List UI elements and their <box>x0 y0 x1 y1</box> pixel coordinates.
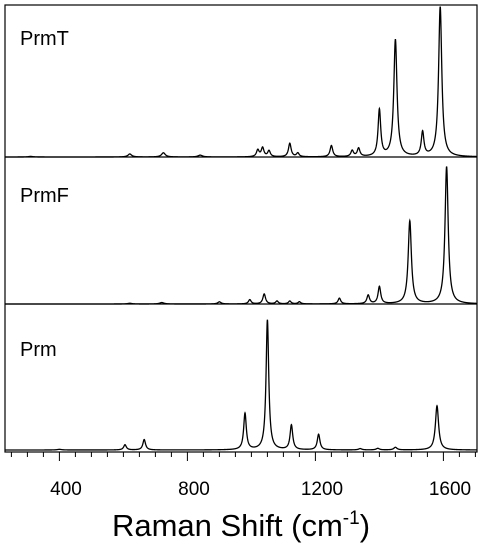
x-tick-label-1200: 1200 <box>301 479 343 500</box>
plot-frame <box>4 4 478 453</box>
x-axis-title-close: ) <box>360 508 370 543</box>
x-axis-title: Raman Shift (cm-1) <box>112 508 370 543</box>
x-tick-label-800: 800 <box>178 479 210 500</box>
x-axis-ticks <box>10 452 476 461</box>
panel-label-prmt: PrmT <box>20 28 69 50</box>
x-tick-label-1600: 1600 <box>429 479 471 500</box>
x-axis-title-superscript: -1 <box>343 508 360 529</box>
spectrum-line-prmf <box>5 166 478 305</box>
spectrum-line-prm <box>5 319 477 451</box>
panel-label-prm: Prm <box>20 339 57 361</box>
panel-label-prmf: PrmF <box>20 185 69 207</box>
x-axis-title-main: Raman Shift (cm <box>112 508 343 543</box>
spectra-group <box>5 6 478 451</box>
spectrum-line-prmt <box>5 6 478 158</box>
x-tick-label-400: 400 <box>50 479 82 500</box>
